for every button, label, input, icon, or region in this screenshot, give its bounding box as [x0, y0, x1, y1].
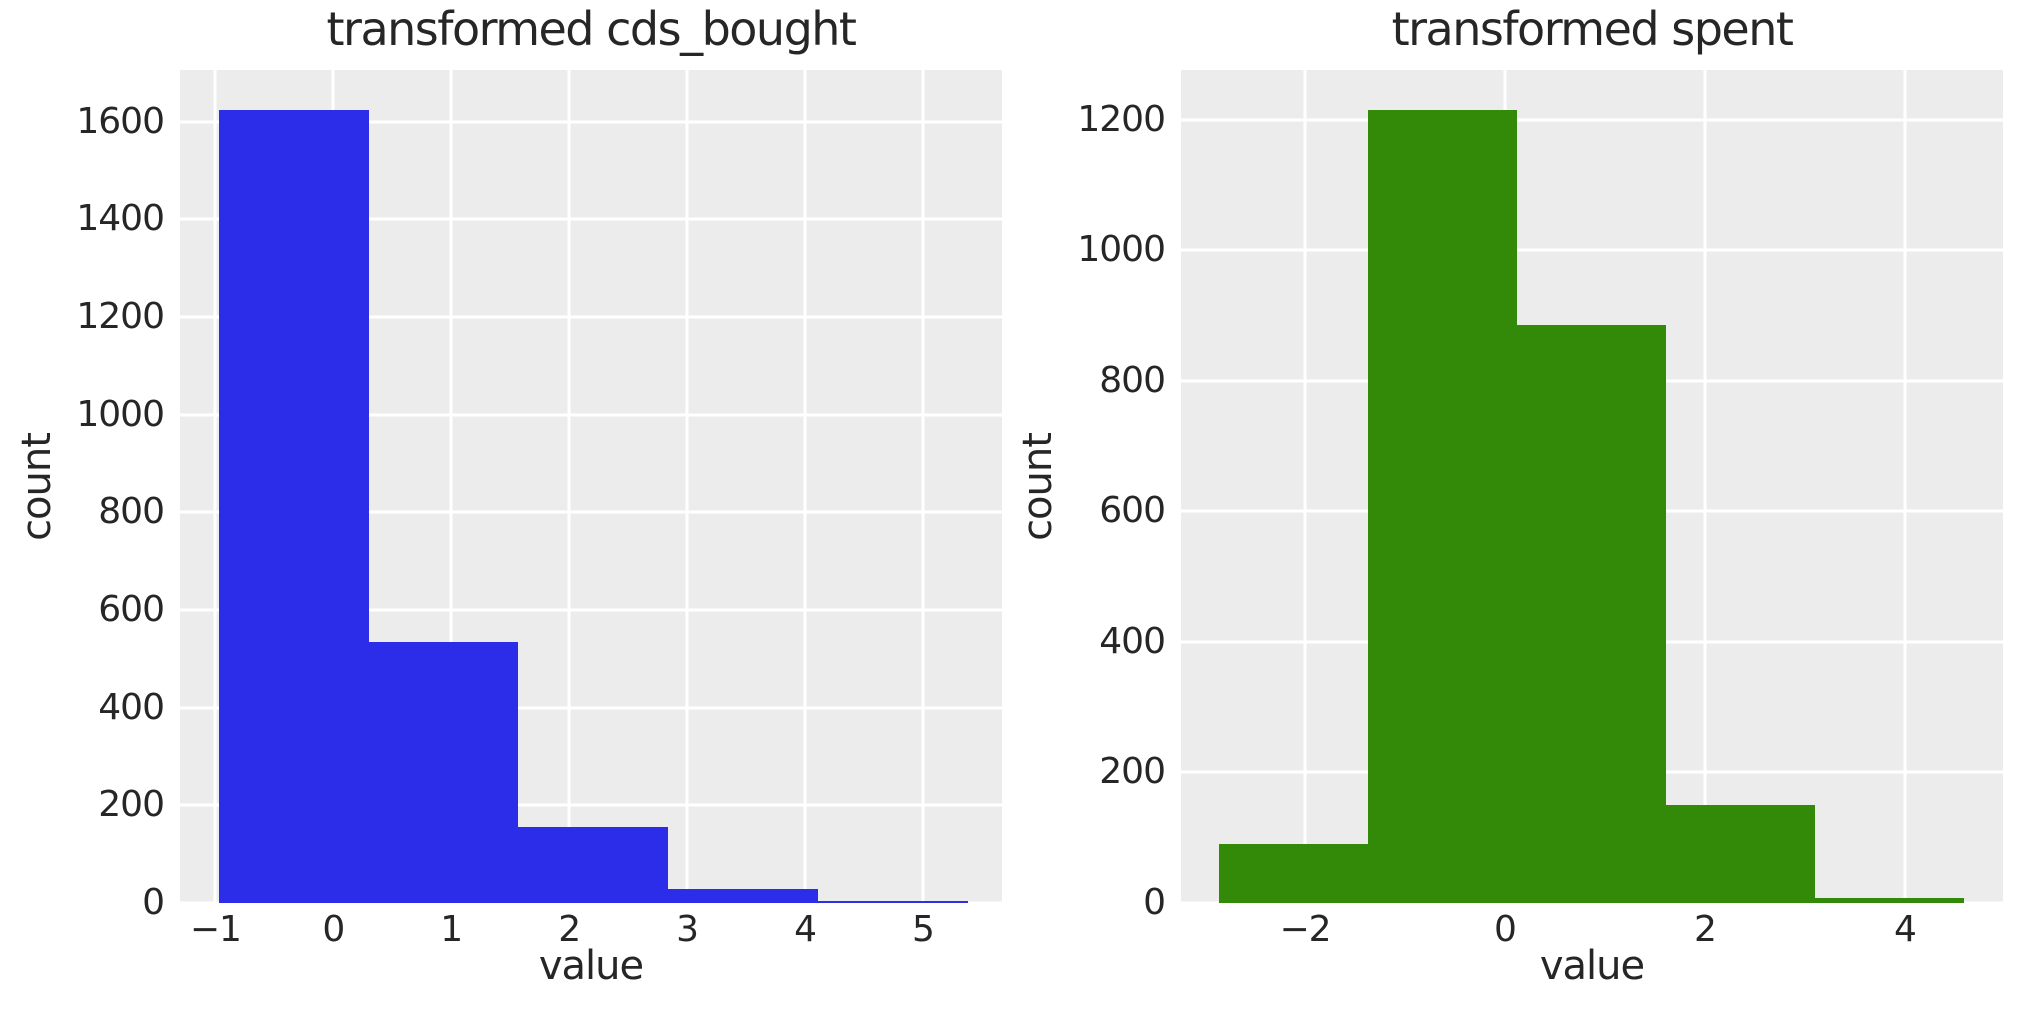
x-axis-label: value	[1539, 943, 1645, 989]
histogram-bar	[818, 900, 968, 903]
y-tick-label: 1000	[1077, 229, 1166, 271]
histogram-bar	[1517, 325, 1666, 903]
y-tick-label: 400	[1099, 620, 1166, 662]
histogram-bar	[1815, 897, 1964, 903]
y-tick-label: 800	[98, 491, 165, 533]
x-tick-label: 1	[440, 909, 463, 950]
x-axis-label: value	[538, 943, 644, 989]
x-tick-label: 0	[1494, 909, 1517, 950]
chart-title: transformed cds_bought	[326, 2, 857, 56]
y-tick-label: 200	[98, 784, 165, 826]
gridline-x	[1903, 70, 1907, 903]
histogram-bar	[1666, 805, 1815, 903]
y-tick-label: 1600	[76, 100, 165, 142]
histogram-bar	[1368, 109, 1517, 903]
y-tick-label: 1200	[76, 296, 165, 338]
histogram-bar	[218, 109, 369, 903]
gridline-x	[685, 70, 689, 903]
y-tick-label: 1400	[76, 198, 165, 240]
y-tick-label: 200	[1099, 751, 1166, 793]
x-tick-label: 0	[322, 909, 345, 950]
gridline-x	[921, 70, 925, 903]
y-tick-label: 1200	[1077, 98, 1166, 140]
y-tick-label: 1000	[76, 393, 165, 435]
gridline-y	[180, 803, 1002, 807]
gridline-x	[449, 70, 453, 903]
gridline-x	[803, 70, 807, 903]
histogram-bar	[368, 641, 519, 903]
x-tick-label: 4	[794, 909, 817, 950]
gridline-x	[1303, 70, 1307, 903]
gridline-x	[1703, 70, 1707, 903]
y-tick-label: 0	[1143, 882, 1166, 923]
gridline-y	[180, 510, 1002, 514]
x-tick-label: 2	[1694, 909, 1717, 950]
x-tick-label: 5	[912, 909, 935, 950]
plot-area	[1181, 70, 2003, 903]
gridline-y	[180, 413, 1002, 417]
x-tick-label: −2	[1279, 909, 1331, 950]
x-tick-label: 2	[558, 909, 581, 950]
gridline-y	[180, 120, 1002, 124]
histogram-bar	[1219, 844, 1368, 903]
x-tick-label: 4	[1894, 909, 1917, 950]
y-tick-label: 800	[1099, 359, 1166, 401]
gridline-y	[180, 217, 1002, 221]
gridline-y	[1181, 248, 2003, 252]
y-tick-label: 0	[142, 882, 165, 923]
y-tick-label: 600	[98, 589, 165, 631]
gridline-y	[180, 706, 1002, 710]
chart-title: transformed spent	[1391, 2, 1794, 56]
gridline-y	[1181, 118, 2003, 122]
x-tick-label: 3	[676, 909, 699, 950]
x-tick-label: −1	[189, 909, 242, 950]
y-tick-label: 400	[98, 686, 165, 728]
histogram-bar	[518, 827, 669, 903]
gridline-x	[213, 70, 217, 903]
gridline-y	[180, 608, 1002, 612]
gridline-y	[180, 315, 1002, 319]
plot-area	[180, 70, 1002, 903]
y-tick-label: 600	[1099, 490, 1166, 532]
histogram-bar	[668, 889, 818, 903]
gridline-x	[567, 70, 571, 903]
